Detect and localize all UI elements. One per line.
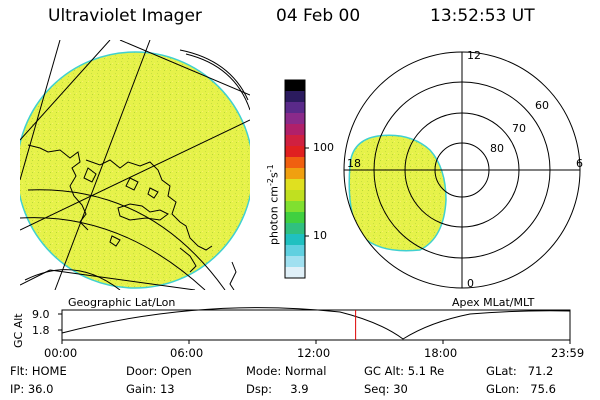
- colorbar-tick-10: 10: [313, 229, 327, 242]
- colorbar-tick-100: 100: [313, 141, 334, 154]
- xtick-1: 06:00: [170, 346, 204, 360]
- color-bar-segment: [285, 245, 305, 257]
- xtick-2: 12:00: [297, 346, 331, 360]
- colorbar-label: photon cm-2s-1: [266, 164, 281, 245]
- mlat-label-80: 80: [490, 142, 504, 155]
- altitude-ticks: [58, 313, 571, 344]
- mlt-label-top: 12: [467, 49, 481, 62]
- color-bar-segment: [285, 223, 305, 235]
- status-gain: Gain: 13: [126, 382, 175, 396]
- altitude-axis-label: GC Alt: [12, 313, 25, 348]
- status-mode: Mode: Normal: [246, 364, 327, 378]
- mlat-label-70: 70: [512, 122, 526, 135]
- color-bar-segment: [285, 179, 305, 191]
- color-bar-segment: [285, 80, 305, 92]
- status-gc-alt: GC Alt: 5.1 Re: [364, 364, 445, 378]
- status-ip: IP: 36.0: [10, 382, 54, 396]
- color-bar-segment: [285, 168, 305, 180]
- mlt-label-right: 6: [576, 157, 583, 170]
- status-glat: GLat: 71.2: [486, 364, 554, 378]
- date-label: 04 Feb 00: [276, 6, 361, 26]
- xtick-4: 23:59: [551, 346, 585, 360]
- coastlines: [27, 49, 250, 290]
- geo-grid: [20, 40, 250, 290]
- altitude-ytick-high: 9.0: [32, 308, 50, 321]
- color-bar-segment: [285, 234, 305, 246]
- left-panel-caption: Geographic Lat/Lon: [68, 296, 176, 309]
- polar-grid: [343, 51, 581, 289]
- altitude-ytick-low: 1.8: [32, 324, 50, 337]
- mlat-label-60: 60: [535, 99, 549, 112]
- polar-plot: [343, 51, 581, 289]
- color-bar-segment: [285, 212, 305, 224]
- mlt-label-left: 18: [347, 157, 361, 170]
- color-bar-segment: [285, 201, 305, 213]
- polar-emission-region: [348, 134, 447, 252]
- color-bar-segment: [285, 91, 305, 103]
- geographic-map: [20, 40, 250, 290]
- color-bar-segment: [285, 146, 305, 158]
- color-bar-frame: [284, 79, 306, 279]
- xtick-0: 00:00: [44, 346, 78, 360]
- status-door: Door: Open: [126, 364, 192, 378]
- altitude-frame: [61, 309, 571, 341]
- xtick-3: 18:00: [424, 346, 458, 360]
- color-bar-segment: [285, 267, 305, 279]
- altitude-plot: [58, 307, 571, 344]
- time-label: 13:52:53 UT: [430, 6, 535, 26]
- color-bar-segment: [285, 124, 305, 136]
- color-bar-segment: [285, 113, 305, 125]
- status-flt: Flt: HOME: [10, 364, 67, 378]
- right-panel-caption: Apex MLat/MLT: [452, 296, 535, 309]
- color-bar: [285, 80, 305, 279]
- color-bar-segment: [285, 157, 305, 169]
- geo-emission-disk: [20, 51, 250, 289]
- status-glon: GLon: 75.6: [486, 382, 556, 396]
- mlt-label-bottom: 0: [467, 277, 474, 290]
- altitude-curve: [61, 307, 571, 340]
- color-bar-segment: [285, 256, 305, 268]
- status-dsp: Dsp: 3.9: [246, 382, 309, 396]
- color-bar-segment: [285, 190, 305, 202]
- status-seq: Seq: 30: [364, 382, 408, 396]
- instrument-title: Ultraviolet Imager: [48, 6, 202, 26]
- color-bar-segment: [285, 102, 305, 114]
- color-bar-segment: [285, 135, 305, 147]
